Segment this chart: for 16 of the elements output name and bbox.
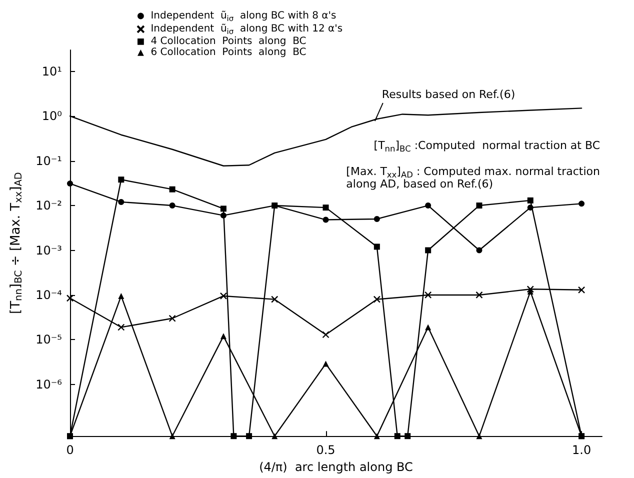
y-tick-label: 10⁻³ — [36, 243, 62, 258]
x-axis-title: (4/π) arc length along BC — [259, 460, 413, 474]
y-tick-label: 10⁻² — [36, 198, 62, 213]
y-axis-title: [Tnn]BC ÷ [Max. Txx]AD — [8, 172, 24, 314]
legend-label: 4 Collocation Points along BC — [150, 36, 306, 48]
y-tick-label: 10⁻⁴ — [36, 288, 62, 302]
x-tick-label: 0.5 — [316, 443, 336, 458]
y-tick-label: 10⁻⁶ — [36, 377, 62, 392]
y-tick-label: 10¹ — [42, 64, 62, 78]
series-label: Results based on Ref.(6) — [382, 88, 516, 101]
legend-label: 6 Collocation Points along BC — [150, 47, 306, 58]
y-tick-label: 10⁰ — [42, 109, 62, 124]
x-tick-label: 0 — [66, 443, 74, 458]
y-tick-label: 10⁻⁵ — [36, 332, 62, 347]
y-tick-label: 10⁻¹ — [36, 154, 62, 168]
x-tick-label: 1.0 — [572, 443, 592, 458]
